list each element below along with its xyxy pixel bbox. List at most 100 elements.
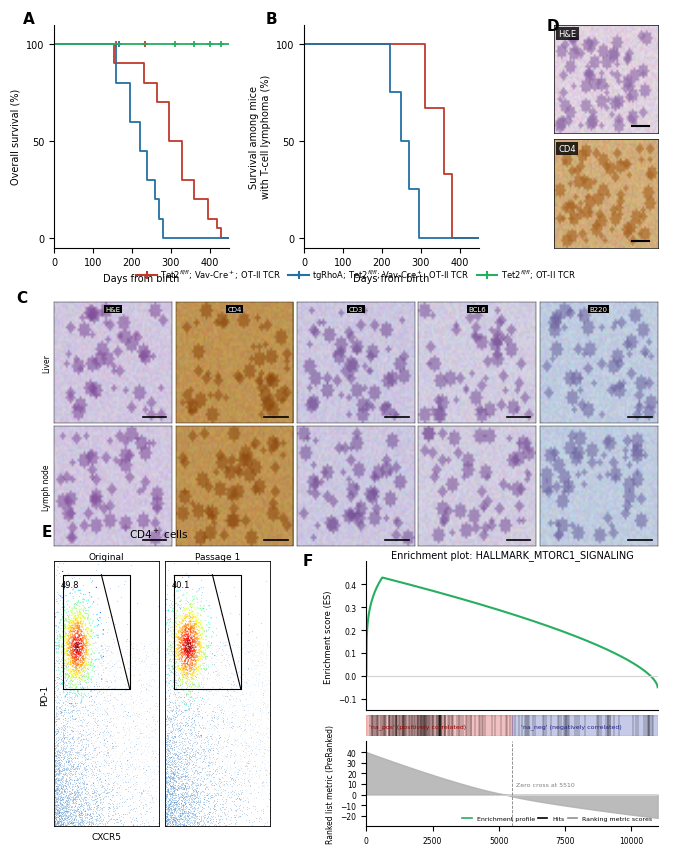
- Point: [174, 676, 185, 690]
- Point: [75, 787, 85, 801]
- Point: [240, 708, 251, 722]
- Point: [191, 774, 202, 787]
- Point: [148, 766, 159, 780]
- Point: [93, 818, 104, 832]
- Point: [182, 747, 193, 761]
- Point: [180, 643, 191, 657]
- Point: [205, 777, 216, 791]
- Point: [73, 815, 83, 828]
- Point: [54, 819, 65, 832]
- Point: [66, 759, 77, 773]
- Point: [49, 677, 60, 691]
- Point: [75, 659, 86, 673]
- Point: [59, 808, 70, 821]
- Point: [200, 643, 211, 657]
- Point: [57, 798, 68, 812]
- Text: F: F: [302, 553, 313, 568]
- Point: [73, 653, 84, 666]
- Point: [233, 766, 243, 780]
- Point: [53, 786, 64, 800]
- Point: [102, 644, 113, 658]
- Point: [111, 679, 121, 693]
- Point: [173, 707, 184, 721]
- Point: [222, 733, 233, 746]
- Point: [222, 648, 233, 662]
- Point: [65, 680, 76, 694]
- Point: [180, 597, 191, 611]
- Point: [228, 674, 239, 688]
- Point: [238, 751, 249, 764]
- Point: [161, 763, 172, 776]
- Point: [185, 705, 196, 719]
- Point: [165, 799, 176, 813]
- Point: [172, 645, 183, 659]
- Point: [189, 663, 200, 676]
- Point: [171, 755, 182, 769]
- Point: [253, 733, 264, 746]
- Point: [52, 702, 62, 716]
- Point: [49, 815, 60, 829]
- Point: [67, 648, 78, 661]
- Point: [77, 746, 88, 760]
- Point: [170, 790, 181, 803]
- Point: [60, 653, 71, 667]
- Point: [188, 665, 199, 679]
- Point: [165, 725, 176, 739]
- Point: [174, 772, 185, 786]
- Point: [178, 630, 188, 644]
- Point: [74, 759, 85, 773]
- Point: [225, 667, 236, 681]
- Point: [161, 757, 172, 771]
- Point: [75, 636, 85, 650]
- Point: [71, 637, 81, 651]
- Point: [86, 717, 97, 731]
- Point: [227, 786, 238, 800]
- Point: [173, 757, 184, 771]
- Point: [82, 627, 93, 641]
- Point: [73, 648, 84, 662]
- Point: [172, 766, 182, 780]
- Point: [50, 794, 61, 808]
- Point: [70, 610, 81, 624]
- Point: [172, 701, 182, 715]
- Point: [58, 768, 69, 781]
- Point: [60, 629, 71, 642]
- Point: [192, 764, 203, 778]
- Point: [49, 779, 60, 792]
- Point: [210, 783, 221, 797]
- Point: [162, 813, 173, 826]
- Point: [132, 769, 142, 782]
- Point: [199, 648, 210, 661]
- Point: [168, 761, 179, 774]
- Point: [165, 734, 176, 747]
- Point: [146, 721, 157, 734]
- Point: [176, 807, 187, 820]
- X-axis label: Days from birth: Days from birth: [103, 273, 180, 284]
- Point: [212, 736, 223, 750]
- Point: [135, 817, 146, 831]
- Point: [54, 815, 65, 828]
- Point: [68, 734, 79, 748]
- Point: [69, 597, 80, 611]
- Point: [185, 741, 196, 755]
- Point: [78, 769, 89, 782]
- Point: [56, 754, 67, 768]
- Point: [71, 656, 81, 670]
- Point: [241, 739, 252, 752]
- Point: [74, 623, 85, 636]
- Point: [73, 665, 83, 679]
- Point: [64, 653, 75, 666]
- Text: C: C: [16, 291, 28, 306]
- Point: [203, 624, 214, 637]
- Point: [98, 780, 108, 793]
- Point: [169, 792, 180, 805]
- Point: [60, 780, 71, 793]
- Point: [186, 716, 197, 729]
- Point: [79, 632, 90, 646]
- Point: [104, 725, 115, 739]
- Point: [76, 646, 87, 659]
- Point: [64, 694, 75, 707]
- Point: [175, 752, 186, 766]
- Point: [189, 655, 200, 669]
- Point: [169, 795, 180, 809]
